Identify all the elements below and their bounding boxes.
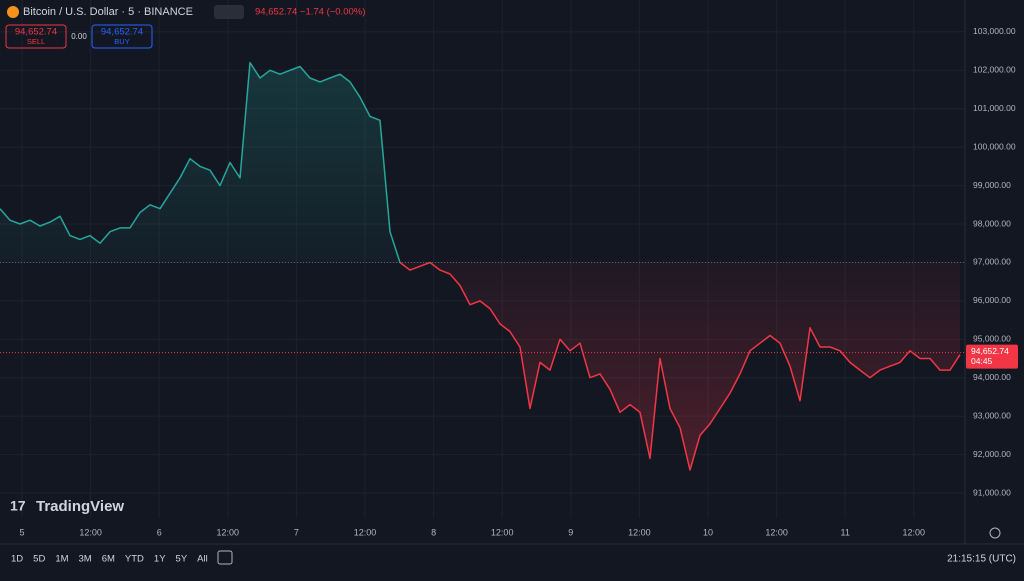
indicator-icons[interactable] (214, 5, 244, 19)
x-tick-label: 12:00 (628, 527, 651, 537)
buy-label: BUY (114, 37, 129, 46)
x-tick-label: 12:00 (217, 527, 240, 537)
quote: 94,652.74 −1.74 (−0.00%) (255, 7, 365, 18)
range-button[interactable]: 1D (11, 554, 23, 565)
watermark: TradingView (36, 498, 124, 515)
settings-icon[interactable] (989, 527, 1001, 539)
sell-price: 94,652.74 (15, 27, 57, 38)
y-tick-label: 103,000.00 (973, 26, 1016, 36)
x-tick-label: 8 (431, 527, 436, 537)
watermark-logo: 17 (10, 498, 26, 514)
y-tick-label: 91,000.00 (973, 487, 1011, 497)
buy-price: 94,652.74 (101, 27, 143, 38)
y-tick-label: 99,000.00 (973, 180, 1011, 190)
range-button[interactable]: 1M (55, 554, 68, 565)
y-tick-label: 97,000.00 (973, 257, 1011, 267)
x-tick-label: 7 (294, 527, 299, 537)
sell-button[interactable] (5, 24, 67, 49)
countdown: 04:45 (971, 356, 993, 366)
symbol: Bitcoin / U.S. Dollar · 5 · BINANCE (23, 6, 193, 18)
x-tick-label: 11 (841, 527, 850, 537)
spread: 0.00 (71, 32, 87, 41)
baseline-area (0, 62, 960, 470)
x-tick-label: 12:00 (903, 527, 926, 537)
y-tick-label: 94,000.00 (973, 372, 1011, 382)
y-tick-label: 100,000.00 (973, 141, 1016, 151)
btc-icon (7, 6, 19, 18)
x-tick-label: 12:00 (491, 527, 514, 537)
last-price-tag (966, 344, 1018, 369)
range-button[interactable]: 6M (102, 554, 115, 565)
x-tick-label: 5 (19, 527, 24, 537)
clock: 21:15:15 (UTC) (947, 554, 1016, 565)
range-button[interactable]: YTD (125, 554, 144, 565)
x-tick-label: 12:00 (765, 527, 788, 537)
x-tick-label: 12:00 (354, 527, 377, 537)
range-button[interactable]: 5D (33, 554, 45, 565)
y-tick-label: 95,000.00 (973, 334, 1011, 344)
y-tick-label: 96,000.00 (973, 295, 1011, 305)
price-line (0, 61, 961, 471)
sell-label: SELL (27, 37, 45, 46)
range-button[interactable]: 5Y (176, 554, 188, 565)
y-tick-label: 102,000.00 (973, 65, 1016, 75)
x-tick-label: 9 (568, 527, 573, 537)
y-tick-label: 98,000.00 (973, 218, 1011, 228)
range-button[interactable]: All (197, 554, 208, 565)
x-tick-label: 12:00 (79, 527, 102, 537)
range-button[interactable]: 3M (79, 554, 92, 565)
y-tick-label: 93,000.00 (973, 410, 1011, 420)
y-tick-label: 101,000.00 (973, 103, 1016, 113)
last-price-label: 94,652.74 (971, 346, 1009, 356)
range-button[interactable]: 1Y (154, 554, 166, 565)
x-tick-label: 6 (157, 527, 162, 537)
buy-button[interactable] (91, 24, 153, 49)
y-tick-label: 92,000.00 (973, 449, 1011, 459)
date-range-icon[interactable] (217, 550, 233, 565)
x-tick-label: 10 (703, 527, 713, 537)
